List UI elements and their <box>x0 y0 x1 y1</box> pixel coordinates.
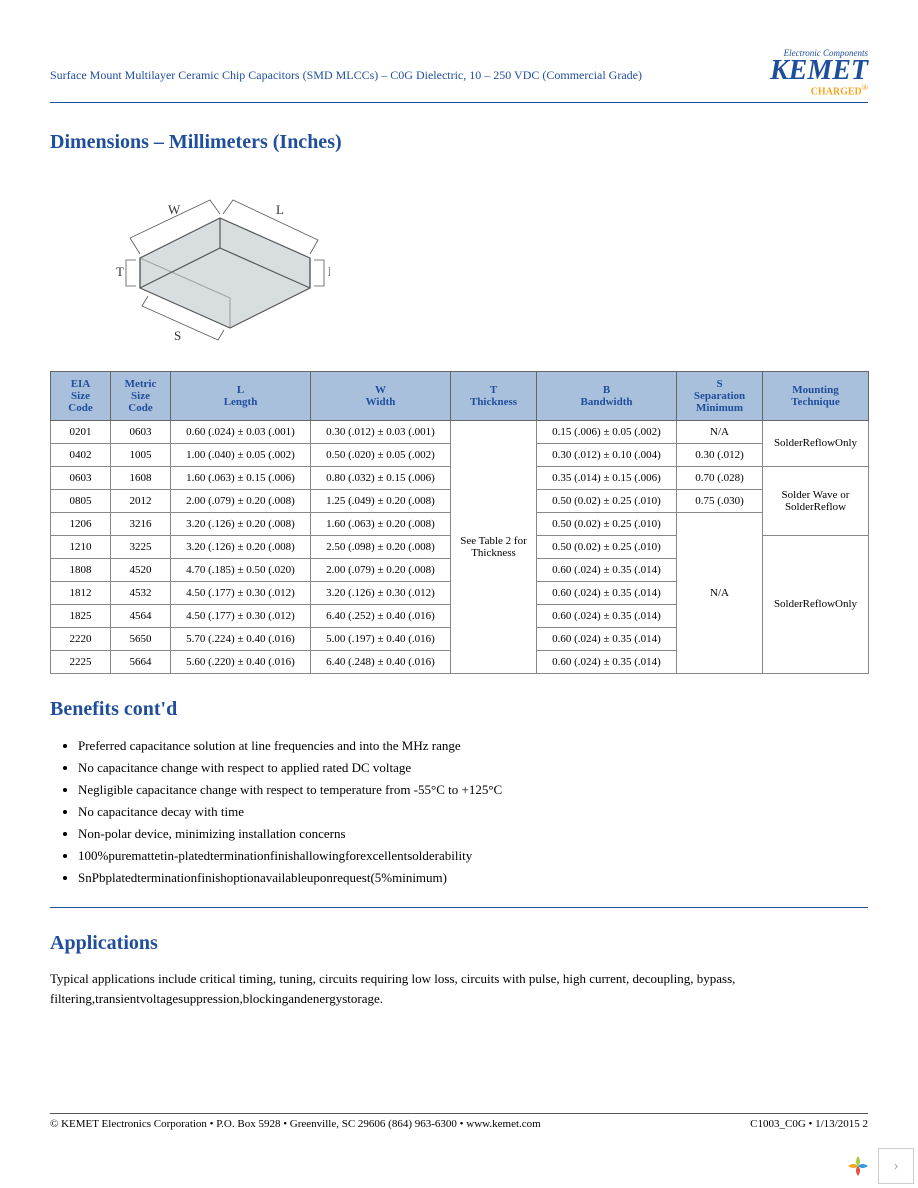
list-item: No capacitance change with respect to ap… <box>78 757 868 779</box>
col-length: LLength <box>171 371 311 420</box>
applications-text: Typical applications include critical ti… <box>50 969 868 1008</box>
list-item: Negligible capacitance change with respe… <box>78 779 868 801</box>
logo-name: KEMET <box>770 58 868 83</box>
col-metric: MetricSizeCode <box>111 371 171 420</box>
benefits-list: Preferred capacitance solution at line f… <box>78 735 868 890</box>
diagram-label-w: W <box>168 202 181 217</box>
component-diagram: W L T B S <box>90 168 868 353</box>
list-item: Non-polar device, minimizing installatio… <box>78 823 868 845</box>
list-item: No capacitance decay with time <box>78 801 868 823</box>
mount-cell-2: Solder Wave or SolderReflow <box>763 466 869 535</box>
next-page-button[interactable]: › <box>878 1148 914 1184</box>
dimensions-table: EIASizeCode MetricSizeCode LLength WWidt… <box>50 371 869 674</box>
page-header: Surface Mount Multilayer Ceramic Chip Ca… <box>50 48 868 98</box>
footer-right: C1003_C0G • 1/13/2015 2 <box>750 1118 868 1130</box>
mount-cell-1: SolderReflowOnly <box>763 420 869 466</box>
col-thickness: TThickness <box>451 371 537 420</box>
col-eia: EIASizeCode <box>51 371 111 420</box>
table-row: 0201 0603 0.60 (.024) ± 0.03 (.001) 0.30… <box>51 420 869 443</box>
footer-left: © KEMET Electronics Corporation • P.O. B… <box>50 1118 541 1130</box>
benefits-heading: Benefits cont'd <box>50 698 868 721</box>
thickness-note-cell: See Table 2 for Thickness <box>451 420 537 673</box>
diagram-label-t: T <box>116 264 124 279</box>
pager-logo-icon <box>844 1152 872 1180</box>
mount-cell-3: SolderReflowOnly <box>763 535 869 673</box>
section-rule <box>50 907 868 908</box>
page-footer: © KEMET Electronics Corporation • P.O. B… <box>50 1113 868 1130</box>
logo: Electronic Components KEMET CHARGED® <box>770 48 868 98</box>
sep-na-cell: N/A <box>677 512 763 673</box>
list-item: Preferred capacitance solution at line f… <box>78 735 868 757</box>
dimensions-heading: Dimensions – Millimeters (Inches) <box>50 131 868 154</box>
applications-heading: Applications <box>50 932 868 955</box>
document-title: Surface Mount Multilayer Ceramic Chip Ca… <box>50 68 642 83</box>
diagram-label-b: B <box>328 264 330 279</box>
list-item: 100%puremattetin-platedterminationfinish… <box>78 845 868 867</box>
header-rule <box>50 102 868 103</box>
col-bandwidth: BBandwidth <box>537 371 677 420</box>
col-width: WWidth <box>311 371 451 420</box>
col-mounting: MountingTechnique <box>763 371 869 420</box>
col-separation: SSeparationMinimum <box>677 371 763 420</box>
table-header-row: EIASizeCode MetricSizeCode LLength WWidt… <box>51 371 869 420</box>
pager: › <box>844 1148 914 1184</box>
diagram-label-l: L <box>276 202 284 217</box>
chevron-right-icon: › <box>893 1157 898 1175</box>
list-item: SnPbplatedterminationfinishoptionavailab… <box>78 867 868 889</box>
footer-rule <box>50 1113 868 1114</box>
diagram-label-s: S <box>174 328 181 343</box>
